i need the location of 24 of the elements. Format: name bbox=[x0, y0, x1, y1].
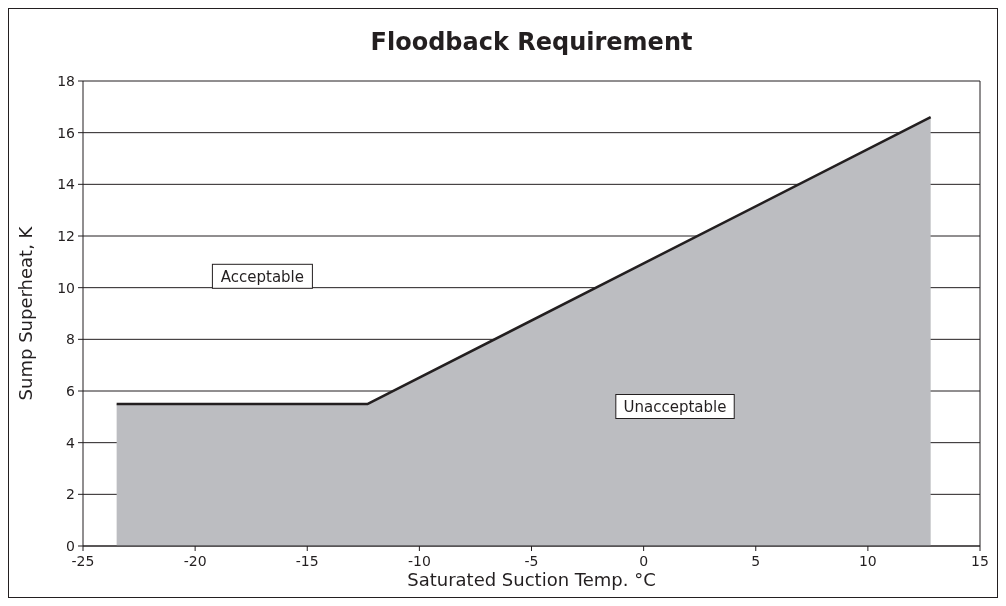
x-axis-title: Saturated Suction Temp. °C bbox=[407, 569, 656, 590]
y-tick-label: 4 bbox=[66, 434, 76, 451]
y-tick-label: 6 bbox=[66, 382, 76, 399]
y-tick-label: 8 bbox=[66, 331, 75, 348]
x-tick-label: -10 bbox=[407, 553, 431, 569]
x-tick-label: 15 bbox=[971, 553, 989, 569]
x-tick-label: -15 bbox=[295, 553, 319, 569]
y-tick-label: 18 bbox=[57, 72, 75, 89]
y-tick-label: 14 bbox=[57, 176, 76, 193]
x-tick-label: -5 bbox=[524, 553, 539, 569]
annotation: Acceptable bbox=[220, 267, 305, 286]
chart-title: Floodback Requirement bbox=[370, 28, 693, 56]
y-tick-label: 2 bbox=[66, 486, 75, 503]
x-tick-label: -20 bbox=[183, 553, 207, 569]
y-tick-label: 10 bbox=[57, 279, 75, 296]
annotation: Unacceptable bbox=[623, 397, 727, 416]
x-tick-label: -25 bbox=[71, 553, 95, 569]
x-tick-label: 10 bbox=[858, 553, 877, 569]
x-tick-label: 5 bbox=[751, 553, 761, 569]
y-tick-label: 12 bbox=[57, 227, 75, 244]
y-tick-label: 0 bbox=[66, 537, 75, 554]
x-tick-label: 0 bbox=[639, 553, 649, 569]
y-axis-title: Sump Superheat, K bbox=[15, 225, 36, 401]
y-tick-label: 16 bbox=[57, 124, 76, 141]
